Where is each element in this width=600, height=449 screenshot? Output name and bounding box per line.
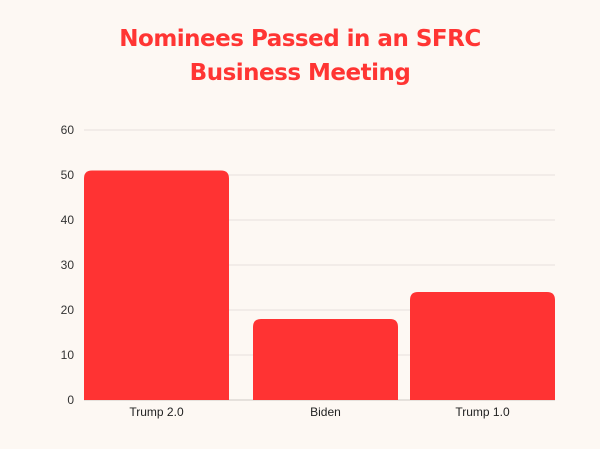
- chart-title-line-2: Business Meeting: [189, 60, 411, 86]
- x-tick-label: Trump 2.0: [129, 405, 184, 419]
- y-tick-label: 40: [61, 213, 75, 227]
- chart-title-line-1: Nominees Passed in an SFRC: [119, 26, 481, 52]
- chart-title: Nominees Passed in an SFRC Business Meet…: [0, 22, 600, 90]
- x-axis-labels: Trump 2.0 Biden Trump 1.0: [129, 405, 510, 419]
- y-tick-label: 50: [61, 168, 75, 182]
- bar-biden: [253, 319, 398, 400]
- x-tick-label: Biden: [310, 405, 341, 419]
- y-tick-label: 60: [61, 123, 75, 137]
- y-tick-label: 20: [61, 303, 75, 317]
- y-tick-label: 0: [67, 393, 74, 407]
- y-tick-label: 30: [61, 258, 75, 272]
- bar-trump-1-0: [410, 292, 555, 400]
- x-tick-label: Trump 1.0: [455, 405, 510, 419]
- bars: [84, 170, 555, 400]
- y-tick-label: 10: [61, 348, 75, 362]
- bar-trump-2-0: [84, 170, 229, 400]
- y-axis-ticks: 0 10 20 30 40 50 60: [61, 123, 75, 407]
